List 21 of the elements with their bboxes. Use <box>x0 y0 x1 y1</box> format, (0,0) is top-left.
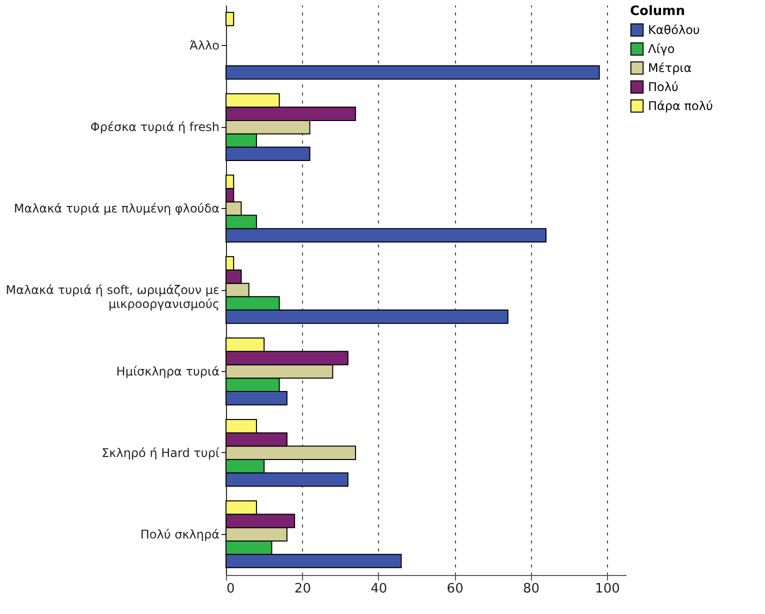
x-tick-label: 80 <box>522 582 540 596</box>
y-tick-label: Ημίσκληρα τυριά <box>116 364 220 378</box>
legend-label: Καθόλου <box>648 23 700 37</box>
legend-title: Column <box>630 4 685 19</box>
bar <box>226 65 600 80</box>
y-tick-label: Μαλακά τυριά ή soft, ωριμάζουν με μικροοργανισμούς <box>6 283 220 311</box>
y-tick-label: Φρέσκα τυριά ή fresh <box>90 120 220 134</box>
legend-label: Λίγο <box>648 42 675 56</box>
y-tick-label: Σκληρό ή Hard τυρί <box>102 446 220 460</box>
x-tick-label: 60 <box>446 582 464 596</box>
y-tick-label: Πολύ σκληρά <box>140 527 220 542</box>
y-tick-label: Άλλο <box>190 38 220 53</box>
x-tick-label: 0 <box>226 582 235 596</box>
legend-label: Μέτρια <box>648 61 692 75</box>
y-tick-label: Μαλακά τυριά με πλυμένη φλούδα <box>14 202 220 216</box>
bar <box>226 12 234 26</box>
legend-label: Πάρα πολύ <box>648 99 713 113</box>
x-tick-label: 20 <box>294 582 311 596</box>
x-tick-label: 100 <box>595 582 620 596</box>
x-tick-label: 40 <box>370 582 388 596</box>
legend-label: Πολύ <box>648 80 678 94</box>
